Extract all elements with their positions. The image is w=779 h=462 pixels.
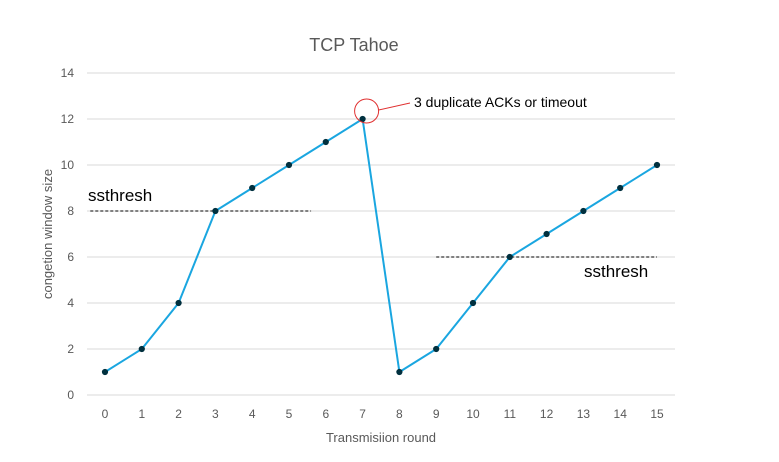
data-point [433, 345, 440, 353]
data-point [653, 161, 661, 169]
x-tick-label: 6 [322, 407, 329, 421]
y-tick-label: 0 [67, 388, 74, 402]
chart-title: TCP Tahoe [309, 35, 398, 55]
x-axis-label: Transmisiion round [326, 430, 436, 445]
loss-label: 3 duplicate ACKs or timeout [414, 94, 587, 110]
loss-leader-line [378, 102, 411, 111]
y-tick-label: 14 [61, 66, 75, 80]
y-tick-label: 10 [61, 158, 75, 172]
x-tick-label: 14 [614, 407, 628, 421]
data-point [101, 368, 109, 376]
y-tick-label: 2 [67, 342, 74, 356]
x-tick-label: 5 [286, 407, 293, 421]
x-tick-label: 0 [102, 407, 109, 421]
grid-lines [87, 72, 675, 396]
x-tick-label: 1 [138, 407, 145, 421]
loss-circle [354, 98, 380, 124]
data-point [322, 138, 329, 146]
data-point [543, 230, 550, 238]
x-tick-label: 10 [466, 407, 480, 421]
x-tick-label: 2 [175, 407, 182, 421]
annotations: 3 duplicate ACKs or timeout ssthresh ssthr… [88, 94, 648, 281]
ssthresh-label: ssthresh [584, 262, 648, 281]
x-tick-label: 15 [650, 407, 664, 421]
x-tick-label: 12 [540, 407, 554, 421]
x-tick-label: 4 [249, 407, 256, 421]
data-point [249, 184, 256, 192]
x-tick-label: 3 [212, 407, 219, 421]
data-point [580, 207, 587, 215]
x-tick-label: 8 [396, 407, 403, 421]
y-tick-label: 4 [67, 296, 74, 310]
data-point [469, 299, 477, 307]
x-tick-label: 7 [359, 407, 366, 421]
data-point [506, 253, 513, 261]
data-point [285, 161, 293, 169]
series-cwnd [101, 115, 661, 376]
data-point [359, 115, 366, 123]
y-tick-label: 6 [67, 250, 74, 264]
y-tick-label: 12 [61, 112, 75, 126]
data-point [175, 299, 182, 307]
data-point [396, 368, 403, 376]
x-tick-label: 13 [577, 407, 591, 421]
ssthresh-lines [90, 210, 657, 258]
x-tick-label: 11 [504, 407, 517, 421]
x-axis-ticks: 0 1 2 3 4 5 6 7 8 9 10 11 12 13 14 15 [102, 407, 664, 421]
y-axis-ticks: 0 2 4 6 8 10 12 14 [61, 66, 75, 402]
y-axis-label: congetion window size [40, 169, 55, 299]
data-point [212, 207, 219, 215]
data-point [138, 345, 145, 353]
ssthresh-label: ssthresh [88, 186, 152, 205]
x-tick-label: 9 [433, 407, 440, 421]
data-point [617, 184, 624, 192]
series-line [104, 118, 658, 373]
y-tick-label: 8 [67, 204, 74, 218]
